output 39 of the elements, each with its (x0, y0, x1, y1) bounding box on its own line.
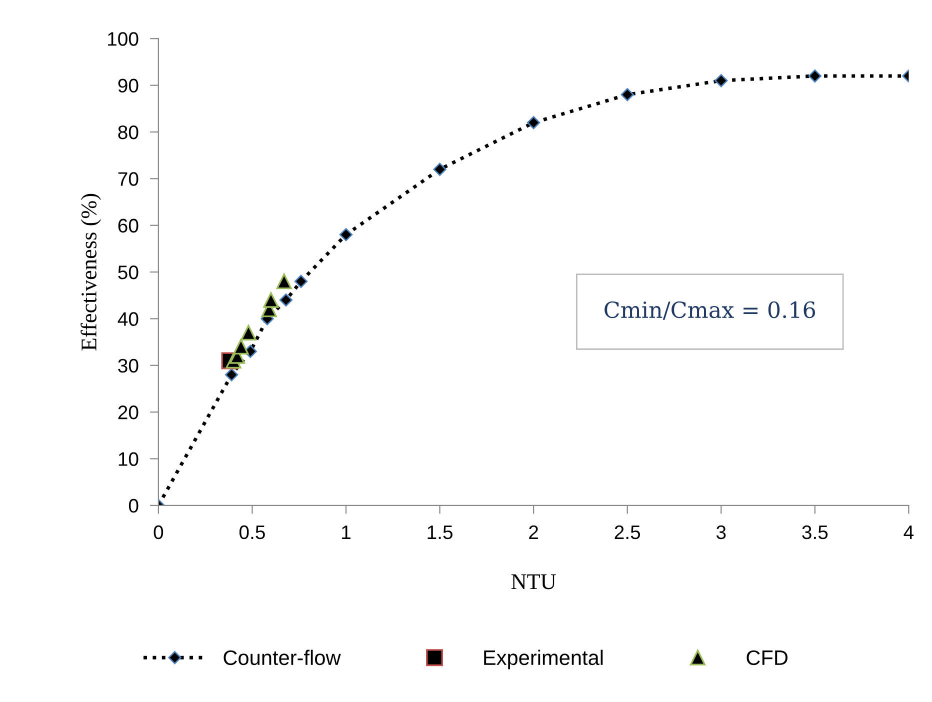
x-tick-label: 2 (529, 525, 538, 539)
point (294, 274, 308, 288)
x-tick-label: 4 (904, 526, 914, 539)
y-tick-label: 0 (128, 498, 138, 513)
x-tick-label: 3.5 (802, 525, 828, 540)
annotation: Cmin/Cmax = 0.16 (604, 301, 816, 320)
point (279, 293, 293, 307)
x-tick-label: 0.5 (239, 525, 265, 540)
y-tick-label: 90 (118, 78, 138, 93)
y-tick-label: 100 (108, 32, 138, 46)
point (339, 228, 353, 242)
y-tick-label: 20 (118, 406, 138, 420)
y-tick-label: 10 (118, 452, 138, 466)
x-tick-label: 2.5 (614, 525, 640, 540)
point (263, 292, 279, 308)
x-axis-title: NTU (511, 574, 556, 590)
y-tick-label: 80 (118, 125, 138, 140)
point (526, 116, 540, 130)
point (433, 162, 446, 176)
point (620, 88, 634, 102)
x-tick-label: 3 (716, 525, 726, 540)
legend-label: Counter-flow (224, 650, 341, 666)
y-tick-label: 70 (118, 172, 138, 186)
point (225, 368, 238, 382)
y-tick-label: 50 (118, 265, 138, 280)
y-tick-label: 40 (118, 312, 138, 326)
point (240, 324, 256, 340)
y-tick-label: 60 (118, 218, 138, 233)
legend-label: CFD (746, 650, 788, 666)
point (714, 74, 728, 88)
point (808, 69, 822, 83)
x-tick-label: 1.5 (428, 526, 452, 540)
point (276, 274, 292, 290)
y-tick-label: 30 (118, 358, 138, 373)
point (233, 338, 249, 354)
x-tick-label: 0 (154, 525, 164, 540)
legend-label: Experimental (484, 650, 603, 670)
x-tick-label: 1 (342, 526, 350, 539)
y-axis-title: Effectiveness (%) (80, 194, 101, 350)
